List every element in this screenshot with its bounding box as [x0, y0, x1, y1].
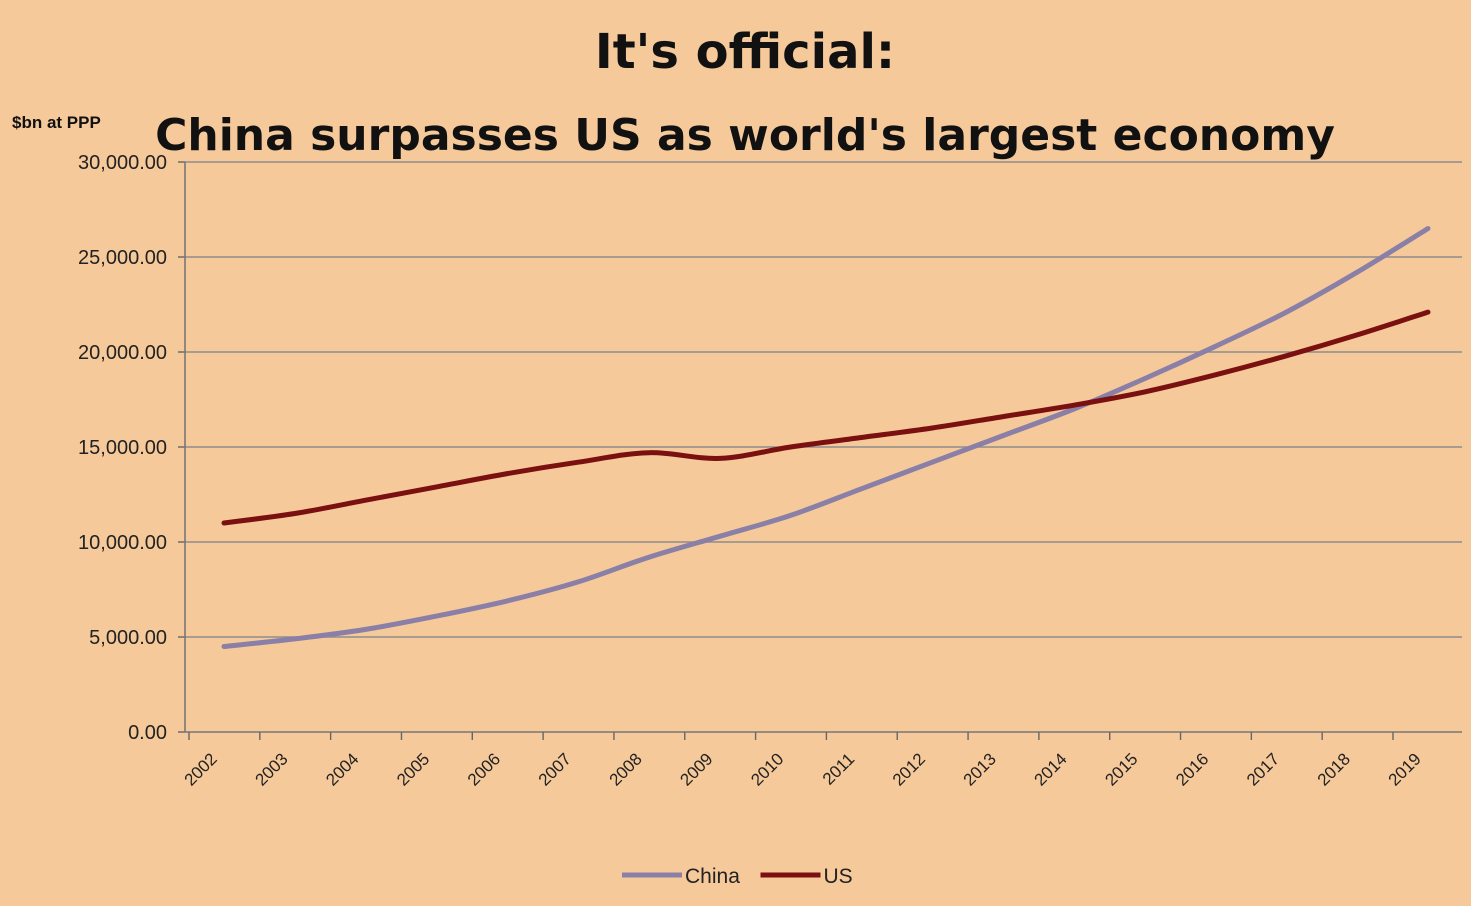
- series-lines: [221, 226, 1431, 649]
- series-line-china: [221, 226, 1431, 649]
- x-tick-label: 2012: [889, 749, 929, 789]
- x-tick-label: 2003: [251, 749, 291, 789]
- x-tick-label: 2011: [819, 749, 858, 788]
- x-tick-label: 2009: [676, 749, 716, 789]
- x-tick-label: 2007: [535, 749, 575, 789]
- y-tick-label: 20,000.00: [78, 342, 167, 364]
- x-tick-label: 2010: [747, 749, 787, 789]
- x-tick-label: 2005: [393, 749, 433, 789]
- x-tick-label: 2013: [960, 749, 1000, 789]
- series-line-us: [221, 309, 1431, 526]
- x-tick-label: 2002: [181, 749, 221, 789]
- legend: China US: [622, 865, 853, 888]
- gridlines: [178, 161, 1462, 733]
- x-tick-label: 2015: [1101, 749, 1141, 789]
- axes: [184, 162, 1462, 740]
- y-tick-labels: 0.00 5,000.00 10,000.00 15,000.00 20,000.00 2…: [78, 152, 167, 744]
- x-tick-label: 2014: [1031, 749, 1071, 789]
- x-tick-label: 2018: [1314, 749, 1354, 789]
- chart-subtitle: China surpasses US as world's largest ec…: [155, 110, 1335, 161]
- y-tick-label: 5,000.00: [89, 627, 167, 649]
- x-tick-label: 2016: [1172, 749, 1212, 789]
- y-tick-label: 30,000.00: [78, 152, 167, 174]
- y-tick-label: 10,000.00: [78, 532, 167, 554]
- legend-label-china: China: [685, 865, 740, 888]
- x-tick-labels: 2002 2003 2004 2005 2006 2007 2008 2009 2010 2011…: [181, 749, 1425, 789]
- legend-label-us: US: [824, 865, 853, 888]
- x-tick-label: 2008: [606, 749, 646, 789]
- y-axis-label: $bn at PPP: [12, 113, 101, 132]
- x-tick-label: 2006: [464, 749, 504, 789]
- y-tick-label: 15,000.00: [78, 437, 167, 459]
- x-tick-label: 2004: [322, 749, 362, 789]
- y-tick-label: 0.00: [128, 722, 167, 744]
- x-tick-label: 2019: [1385, 749, 1425, 789]
- y-tick-label: 25,000.00: [78, 247, 167, 269]
- chart-title: It's official:: [595, 24, 895, 80]
- x-tick-label: 2017: [1243, 749, 1283, 789]
